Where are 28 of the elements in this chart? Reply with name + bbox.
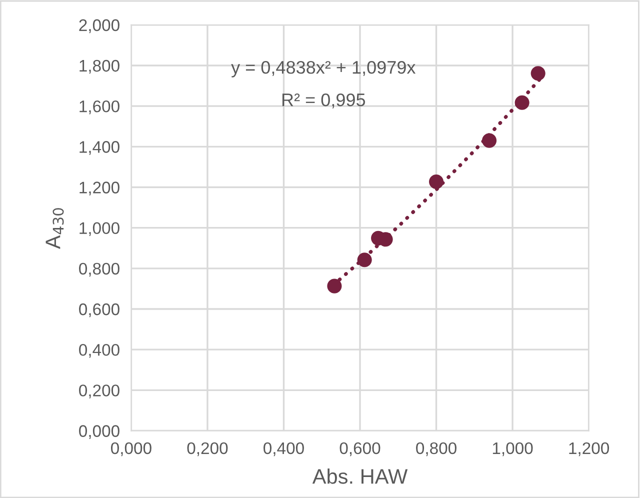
- x-tick-label: 1,200: [569, 442, 610, 456]
- y-tick-label: 1,000: [80, 222, 120, 236]
- point: [327, 278, 342, 294]
- x-tick-label: 0,000: [111, 442, 152, 456]
- y-axis-title: A$_{430}$: [46, 208, 64, 250]
- y-tick-label: 2,000: [79, 19, 120, 34]
- y-tick-label: 1,400: [80, 141, 120, 155]
- point: [428, 174, 444, 190]
- annotation: y = 0,4838x² + 1,0979x: [231, 60, 416, 78]
- point: [530, 66, 546, 81]
- x-tick-label: 0,400: [264, 442, 304, 456]
- x-tick-label: 0,200: [187, 442, 228, 456]
- y-tick-label: 1,800: [80, 60, 120, 74]
- x-tick-label: 1,000: [492, 442, 533, 456]
- point: [514, 95, 530, 110]
- point: [357, 252, 372, 268]
- y-tick-label: 0,800: [79, 262, 120, 277]
- y-tick-label: 1,200: [80, 182, 120, 196]
- x-tick-label: 0,800: [416, 442, 456, 456]
- y-tick-label: 0,400: [79, 344, 120, 358]
- y-tick-label: 0,600: [79, 303, 120, 318]
- x-axis-title: Abs. HAW: [312, 468, 408, 484]
- annotation: R² = 0,995: [282, 93, 366, 108]
- y-tick-label: 0,000: [79, 425, 120, 439]
- x-tick-label: 0,600: [340, 442, 380, 456]
- y-tick-label: 1,600: [80, 100, 120, 114]
- y-tick-label: 0,200: [79, 384, 120, 398]
- point: [482, 133, 497, 148]
